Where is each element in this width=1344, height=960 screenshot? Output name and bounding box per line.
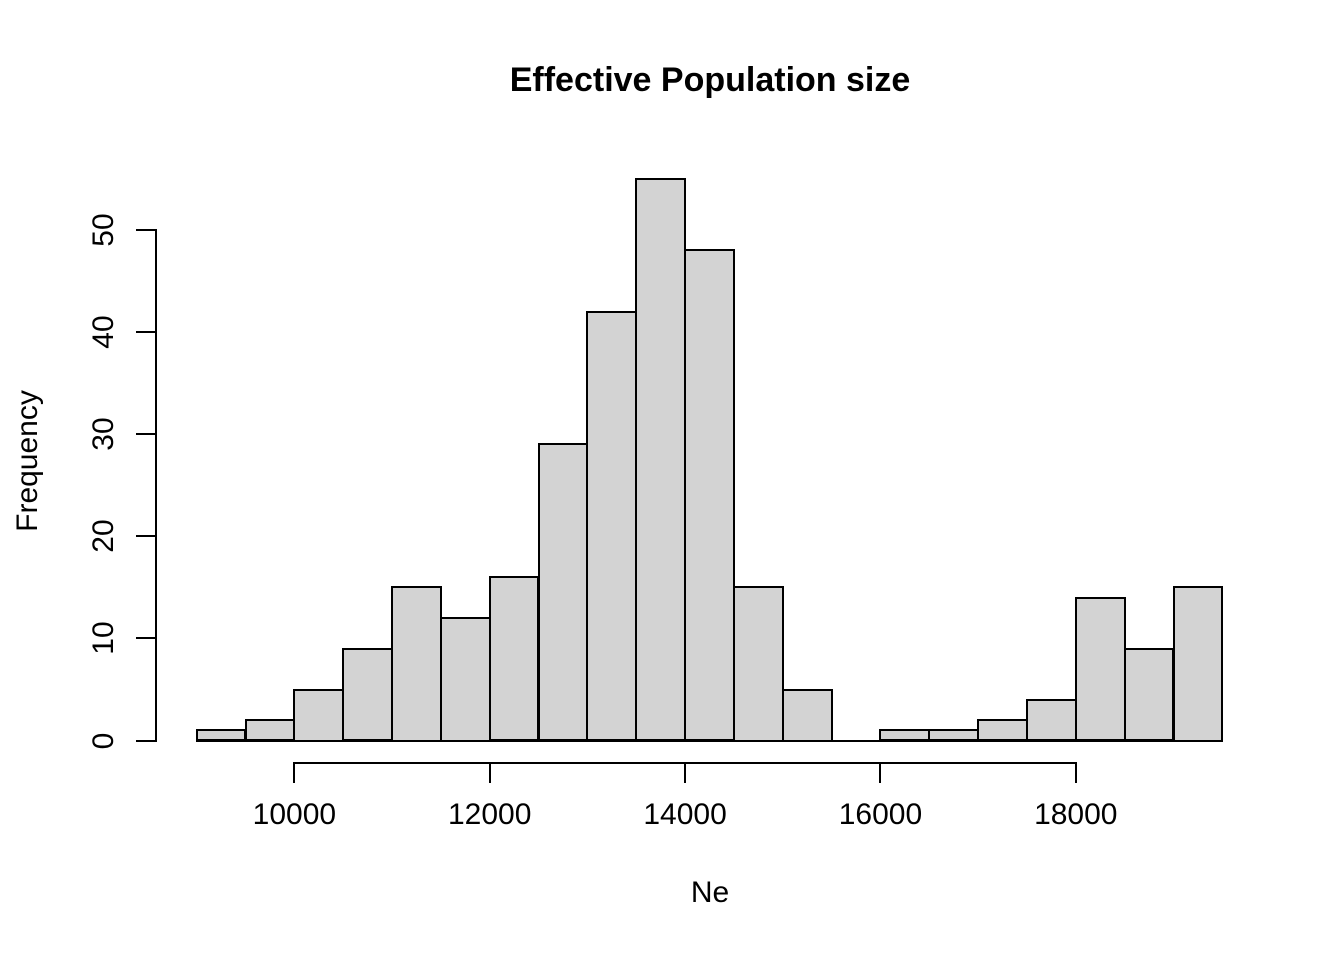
histogram-bar bbox=[342, 647, 393, 742]
x-tick-label: 12000 bbox=[448, 798, 532, 831]
histogram-bar bbox=[732, 586, 784, 742]
x-tick bbox=[1074, 762, 1077, 784]
histogram-bar bbox=[391, 586, 442, 742]
x-axis-label: Ne bbox=[690, 876, 730, 909]
histogram-bar bbox=[195, 729, 247, 742]
histogram-bar bbox=[537, 443, 589, 742]
histogram-bar bbox=[635, 177, 686, 742]
y-tick bbox=[136, 331, 157, 334]
y-tick bbox=[136, 433, 157, 436]
y-tick-label: 0 bbox=[87, 732, 120, 749]
x-tick-label: 14000 bbox=[643, 798, 727, 831]
y-tick-label: 40 bbox=[87, 315, 120, 349]
x-tick-label: 16000 bbox=[838, 798, 923, 831]
x-tick-label: 10000 bbox=[252, 798, 337, 831]
y-tick-label: 30 bbox=[87, 417, 120, 451]
y-tick-label: 20 bbox=[87, 519, 120, 553]
histogram-bar bbox=[293, 688, 345, 742]
histogram-bar bbox=[928, 729, 980, 742]
y-tick-label: 50 bbox=[87, 213, 120, 247]
histogram-bar bbox=[879, 729, 931, 742]
y-tick bbox=[136, 739, 157, 742]
x-tick bbox=[684, 762, 687, 784]
histogram-bar bbox=[1025, 698, 1077, 742]
histogram-bar bbox=[586, 310, 638, 742]
x-tick bbox=[488, 762, 491, 784]
y-tick-label: 10 bbox=[87, 621, 120, 656]
histogram-bar bbox=[1074, 596, 1126, 742]
y-tick bbox=[136, 535, 157, 538]
histogram-bar bbox=[244, 719, 296, 742]
x-tick bbox=[293, 762, 296, 784]
y-axis-line bbox=[155, 229, 157, 742]
histogram-bar bbox=[684, 249, 735, 742]
chart-title: Effective Population size bbox=[509, 61, 911, 99]
y-tick bbox=[136, 637, 157, 640]
histogram-bar bbox=[1172, 586, 1224, 742]
histogram-bar bbox=[781, 688, 833, 742]
histogram-bar bbox=[488, 576, 540, 742]
x-tick-label: 18000 bbox=[1034, 798, 1118, 831]
histogram-bar bbox=[1123, 647, 1175, 742]
histogram-bar bbox=[977, 719, 1028, 742]
x-tick bbox=[879, 762, 882, 784]
histogram-bar bbox=[439, 617, 491, 742]
y-tick bbox=[136, 229, 157, 231]
